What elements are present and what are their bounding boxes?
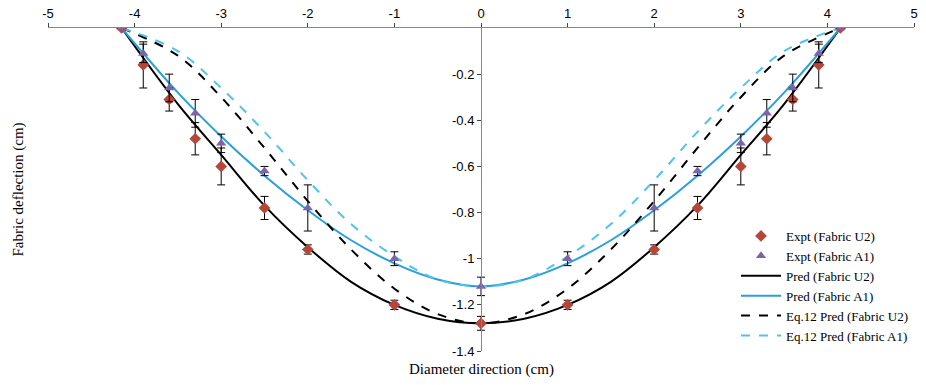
svg-text:4: 4 — [824, 6, 831, 21]
svg-text:-4: -4 — [129, 6, 141, 21]
svg-text:Pred (Fabric A1): Pred (Fabric A1) — [786, 289, 873, 304]
svg-text:Diameter direction (cm): Diameter direction (cm) — [409, 361, 554, 378]
svg-text:-3: -3 — [215, 6, 227, 21]
svg-text:-0.2: -0.2 — [452, 67, 474, 82]
svg-text:-1: -1 — [463, 251, 475, 266]
svg-text:-0.4: -0.4 — [452, 113, 474, 128]
svg-text:Fabric deflection (cm): Fabric deflection (cm) — [10, 122, 27, 256]
svg-text:-0.6: -0.6 — [452, 159, 474, 174]
svg-text:3: 3 — [737, 6, 744, 21]
svg-text:-5: -5 — [42, 6, 54, 21]
svg-text:Pred (Fabric U2): Pred (Fabric U2) — [786, 269, 874, 284]
svg-text:Eq.12 Pred (Fabric U2): Eq.12 Pred (Fabric U2) — [786, 309, 908, 324]
svg-text:-1.4: -1.4 — [452, 344, 474, 359]
svg-text:Expt (Fabric A1): Expt (Fabric A1) — [786, 249, 874, 264]
svg-text:Expt (Fabric U2): Expt (Fabric U2) — [786, 229, 875, 244]
svg-text:-0.8: -0.8 — [452, 205, 474, 220]
svg-text:1: 1 — [564, 6, 571, 21]
svg-text:2: 2 — [651, 6, 658, 21]
svg-text:-1: -1 — [389, 6, 401, 21]
svg-text:0: 0 — [477, 6, 484, 21]
svg-text:Eq.12 Pred (Fabric A1): Eq.12 Pred (Fabric A1) — [786, 329, 907, 344]
svg-text:5: 5 — [910, 6, 917, 21]
svg-text:-2: -2 — [302, 6, 314, 21]
svg-text:-1.2: -1.2 — [452, 297, 474, 312]
